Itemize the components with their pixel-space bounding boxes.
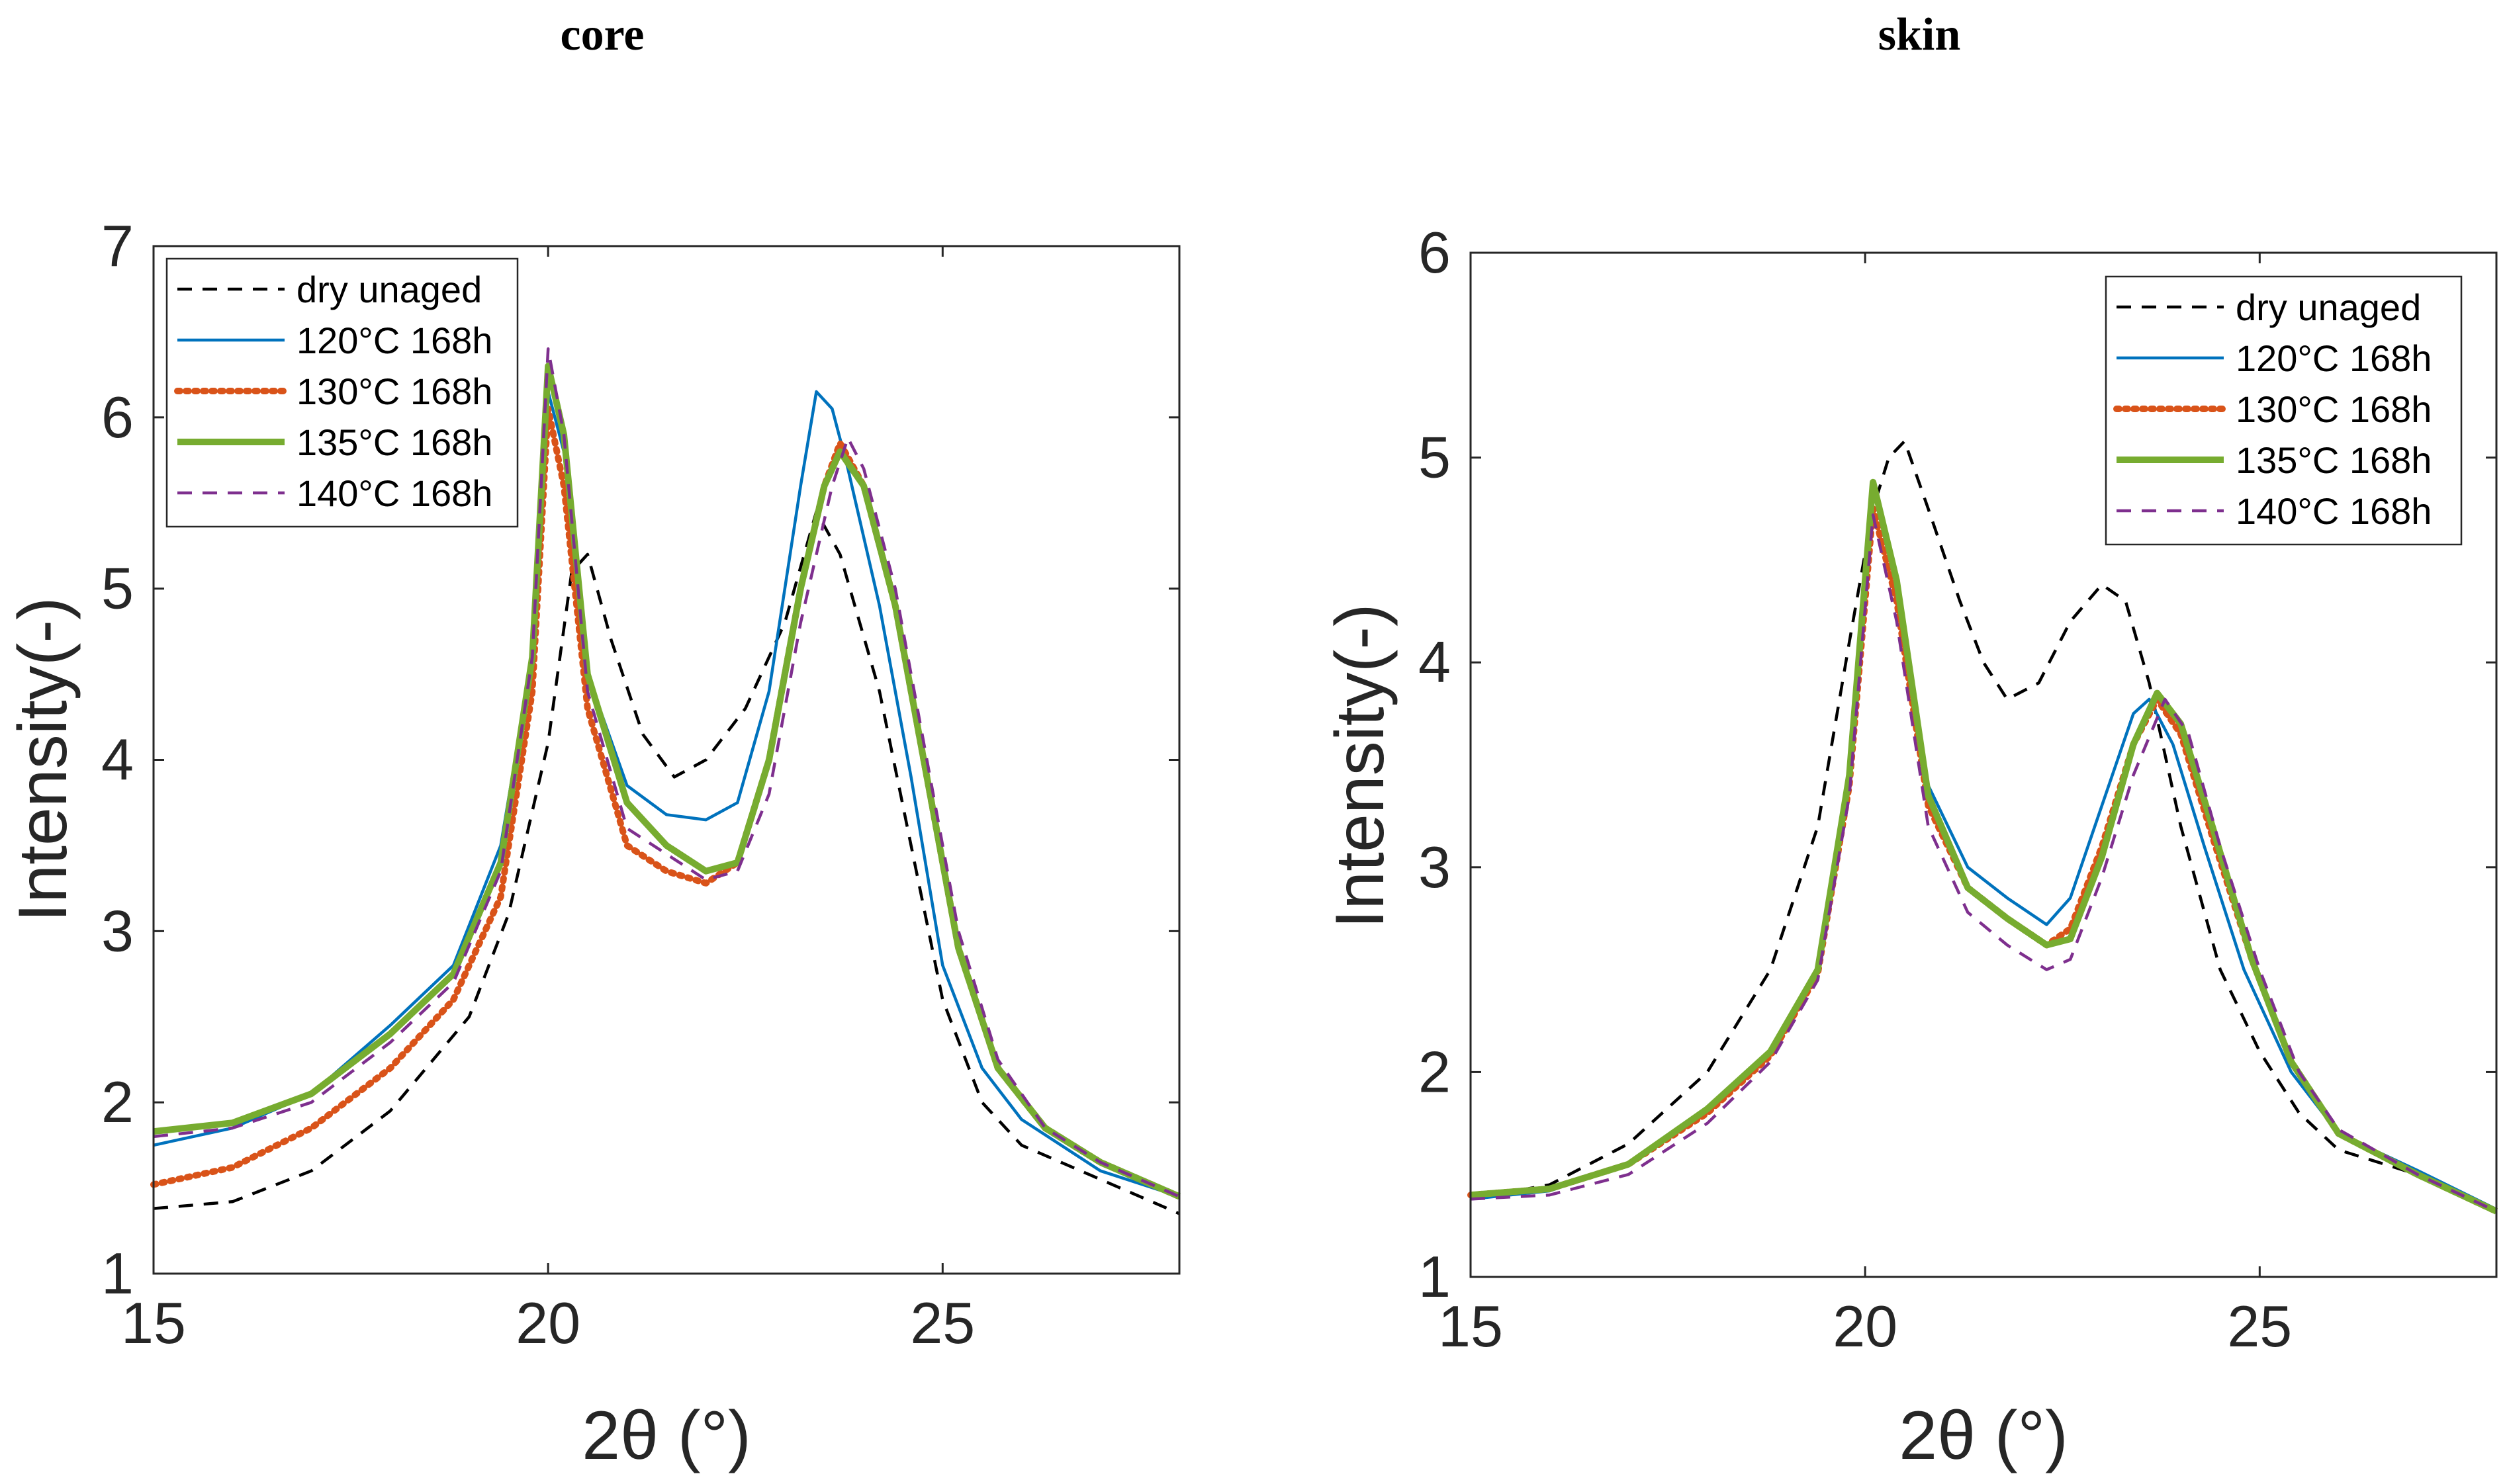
- y-tick-label: 4: [1418, 629, 1451, 695]
- core-chart-title: core: [561, 9, 645, 60]
- skin-legend-entry-120: 120°C 168h: [2117, 337, 2432, 379]
- skin-x-ticks: 15 20 25: [1438, 253, 2292, 1359]
- x-tick-label: 20: [1833, 1293, 1897, 1359]
- core-y-ticks: 1 2 3 4 5 6 7: [101, 213, 1179, 1306]
- skin-x-axis-label: 2θ (°): [1899, 1397, 2068, 1474]
- x-tick-label: 20: [516, 1290, 580, 1356]
- series-line-135-c-168h: [153, 363, 1181, 1200]
- core-legend: dry unaged 120°C 168h 130°C 168h 135°C 1…: [165, 257, 519, 528]
- y-tick-label: 5: [101, 556, 134, 621]
- legend-label-140: 140°C 168h: [2236, 490, 2432, 532]
- skin-legend-entry-135: 135°C 168h: [2117, 439, 2432, 481]
- skin-y-axis-label: Intensity(-): [1322, 603, 1398, 928]
- legend-label-140: 140°C 168h: [296, 472, 492, 514]
- skin-series-lines: [1467, 439, 2500, 1215]
- y-tick-label: 2: [101, 1069, 134, 1135]
- series-line-dry-unaged: [153, 509, 1180, 1215]
- core-legend-entry-dry-unaged: dry unaged: [177, 269, 482, 310]
- series-line-140-c-168h: [1470, 513, 2497, 1213]
- y-tick-label: 3: [1418, 834, 1451, 900]
- core-y-axis-label: Intensity(-): [5, 597, 81, 922]
- core-axes-box: [152, 245, 1181, 1275]
- y-tick-label: 3: [101, 898, 134, 963]
- x-tick-label: 15: [1438, 1293, 1503, 1359]
- y-tick-label: 1: [101, 1241, 134, 1306]
- x-tick-label: 15: [121, 1290, 186, 1356]
- legend-label-135: 135°C 168h: [296, 421, 492, 463]
- series-line-140-c-168h: [153, 347, 1180, 1198]
- core-legend-entry-135: 135°C 168h: [177, 421, 492, 463]
- y-tick-label: 4: [101, 727, 134, 793]
- legend-label-dry-unaged: dry unaged: [2236, 286, 2421, 328]
- series-line-dry-unaged: [1470, 439, 2497, 1213]
- legend-label-135: 135°C 168h: [2236, 439, 2432, 481]
- legend-label-130: 130°C 168h: [2236, 388, 2432, 430]
- skin-axes-box: [1469, 251, 2498, 1278]
- y-tick-label: 7: [101, 213, 134, 279]
- skin-legend: dry unaged 120°C 168h 130°C 168h 135°C 1…: [2105, 275, 2463, 546]
- core-x-ticks: 15 20 25: [121, 246, 975, 1356]
- y-tick-label: 2: [1418, 1039, 1451, 1104]
- legend-label-120: 120°C 168h: [2236, 337, 2432, 379]
- y-tick-label: 6: [101, 384, 134, 450]
- x-tick-label: 25: [910, 1290, 975, 1356]
- skin-y-ticks: 1 2 3 4 5 6: [1418, 220, 2496, 1309]
- series-line-135-c-168h: [1470, 478, 2498, 1215]
- skin-legend-entry-130: 130°C 168h: [2113, 388, 2432, 430]
- core-legend-entry-130: 130°C 168h: [174, 371, 492, 412]
- core-legend-entry-120: 120°C 168h: [177, 320, 492, 361]
- core-series-lines: [150, 347, 1183, 1215]
- y-tick-label: 1: [1418, 1244, 1451, 1309]
- y-tick-label: 6: [1418, 220, 1451, 285]
- skin-legend-entry-dry-unaged: dry unaged: [2117, 286, 2421, 328]
- core-legend-entry-140: 140°C 168h: [177, 472, 492, 514]
- legend-label-130: 130°C 168h: [296, 371, 492, 412]
- legend-label-120: 120°C 168h: [296, 320, 492, 361]
- skin-chart: skin 1 2 3 4 5 6 15 20 25 2θ (°) Intensity(-) d…: [1322, 9, 2500, 1474]
- skin-chart-title: skin: [1878, 9, 1961, 60]
- skin-legend-box: [2105, 275, 2463, 546]
- legend-label-dry-unaged: dry unaged: [296, 269, 482, 310]
- skin-legend-entry-140: 140°C 168h: [2117, 490, 2432, 532]
- y-tick-label: 5: [1418, 425, 1451, 490]
- core-x-axis-label: 2θ (°): [582, 1397, 751, 1474]
- x-tick-label: 25: [2227, 1293, 2292, 1359]
- series-line-120-c-168h: [153, 390, 1180, 1198]
